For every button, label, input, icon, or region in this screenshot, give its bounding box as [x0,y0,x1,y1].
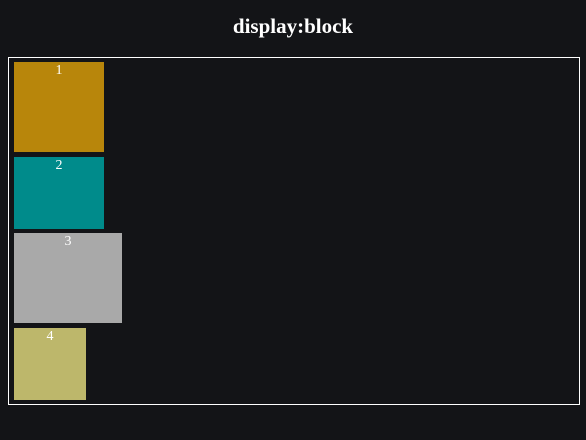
block-box-4: 4 [14,328,86,400]
block-box-2: 2 [14,157,104,229]
block-box-1: 1 [14,62,104,152]
block-container: 1 2 3 4 [8,57,580,405]
box-label: 1 [55,63,63,78]
block-box-3: 3 [14,233,122,323]
box-label: 3 [64,234,72,249]
page-title: display:block [232,14,354,38]
box-label: 2 [55,158,63,173]
box-label: 4 [46,329,54,344]
